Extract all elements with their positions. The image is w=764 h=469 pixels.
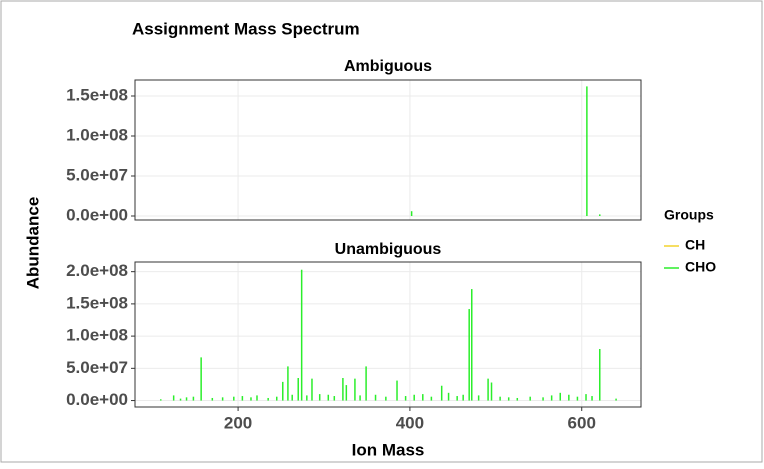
spike	[568, 394, 570, 401]
spike	[250, 397, 252, 401]
spike	[359, 395, 361, 401]
spike	[462, 394, 464, 401]
spike	[297, 378, 299, 401]
spike	[291, 394, 293, 401]
spike	[599, 349, 601, 401]
spike	[477, 395, 480, 401]
y-tick-label: 5.0e+07	[66, 358, 128, 377]
x-tick-label: 600	[568, 413, 596, 432]
spike	[311, 378, 313, 401]
spike	[241, 396, 244, 401]
spike	[576, 396, 579, 401]
panel-border	[134, 261, 642, 408]
spike	[275, 396, 278, 401]
panel-title: Unambiguous	[335, 241, 442, 258]
panel-background	[135, 80, 641, 220]
spike	[211, 397, 214, 401]
x-tick-label: 400	[396, 413, 424, 432]
spike	[585, 394, 587, 401]
spike	[422, 394, 424, 401]
y-tick-label: 1.0e+08	[66, 326, 128, 345]
spike	[327, 394, 330, 401]
chart-title: Assignment Mass Spectrum	[132, 19, 360, 38]
spike	[179, 398, 182, 401]
spike	[507, 397, 510, 401]
panel-title: Ambiguous	[344, 58, 432, 75]
spike	[447, 392, 450, 401]
y-tick-label: 2.0e+08	[66, 261, 128, 280]
spike	[200, 357, 202, 401]
spike	[559, 392, 561, 401]
spike	[591, 396, 593, 401]
spike	[345, 385, 348, 401]
spike	[385, 396, 387, 401]
spike	[529, 396, 531, 401]
spike	[318, 394, 321, 401]
spike	[456, 396, 458, 401]
spike	[396, 380, 398, 401]
spike	[490, 382, 493, 401]
spike	[468, 309, 470, 401]
spike	[306, 395, 308, 401]
spike	[599, 214, 601, 216]
spike	[192, 396, 195, 401]
spike	[342, 378, 344, 401]
spike	[440, 385, 443, 401]
spike	[516, 397, 519, 401]
y-axis-title: Abundance	[23, 197, 42, 290]
spike	[185, 397, 188, 401]
spike	[499, 396, 501, 401]
legend-title: Groups	[664, 207, 714, 223]
spike	[333, 396, 336, 401]
spike	[413, 394, 415, 401]
panel-background	[135, 262, 641, 407]
y-tick-label: 1.5e+08	[66, 85, 128, 104]
spike	[172, 395, 175, 401]
spike	[487, 378, 489, 401]
spike	[221, 397, 224, 401]
spike	[550, 395, 553, 401]
spike	[586, 86, 588, 217]
spike	[160, 399, 162, 401]
spike	[300, 269, 303, 401]
y-tick-label: 5.0e+07	[66, 165, 128, 184]
spike	[267, 397, 269, 401]
spike	[430, 396, 433, 401]
spike	[287, 366, 289, 401]
y-tick-label: 1.0e+08	[66, 125, 128, 144]
x-tick-label: 200	[224, 413, 252, 432]
spike	[365, 366, 367, 401]
spike	[374, 394, 377, 401]
legend-label: CH	[685, 237, 705, 253]
spike	[282, 381, 284, 401]
x-axis-title: Ion Mass	[352, 440, 425, 459]
spike	[256, 395, 258, 401]
spike	[233, 396, 235, 401]
spike	[404, 396, 407, 401]
spike	[615, 398, 617, 401]
legend-label: CHO	[685, 259, 716, 275]
spike	[354, 378, 356, 401]
spike	[471, 289, 473, 401]
spike	[410, 211, 413, 216]
spike	[542, 397, 544, 401]
y-tick-label: 0.0e+00	[66, 205, 128, 224]
y-tick-label: 1.5e+08	[66, 293, 128, 312]
panel-border	[134, 79, 642, 221]
y-tick-label: 0.0e+00	[66, 390, 128, 409]
